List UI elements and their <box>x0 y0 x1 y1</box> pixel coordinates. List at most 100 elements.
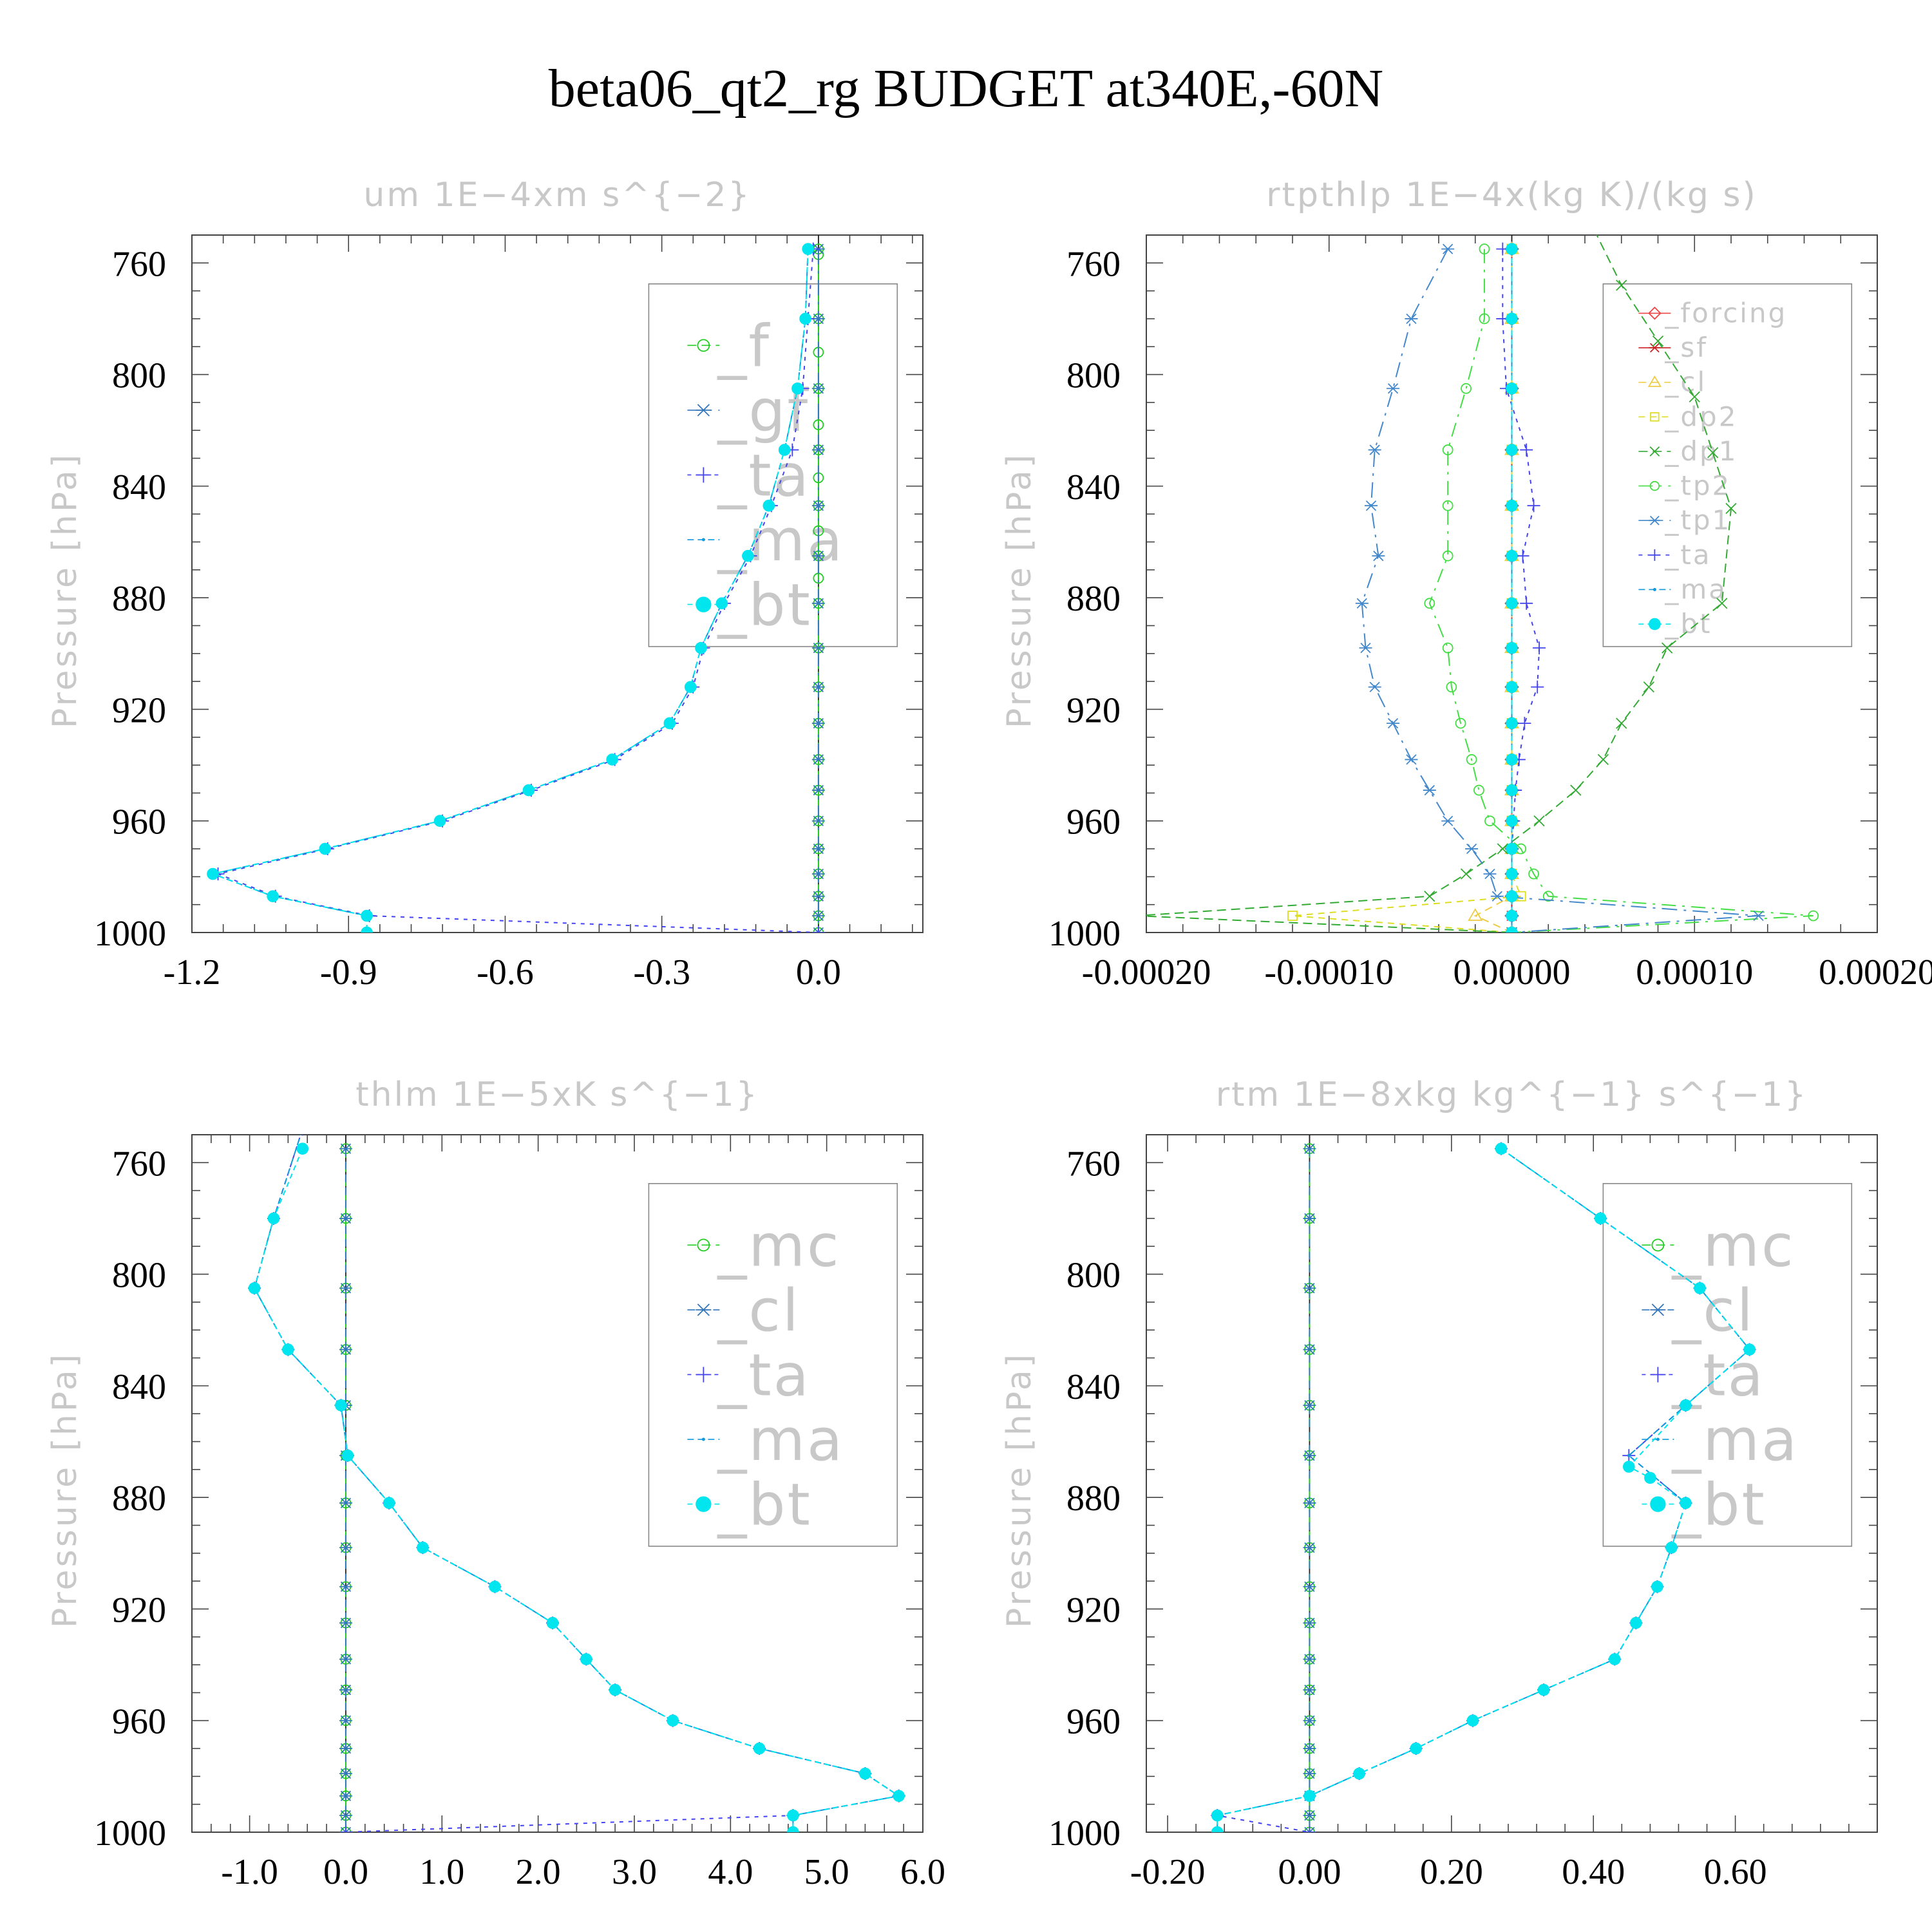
legend-label: _bt <box>717 1472 811 1539</box>
data-point <box>695 641 707 654</box>
data-point <box>1743 1343 1756 1356</box>
data-point <box>296 1142 309 1155</box>
y-tick-label: 880 <box>1066 1479 1121 1519</box>
data-point <box>1537 1683 1550 1696</box>
data-point <box>1132 911 1142 921</box>
y-tick-label: 840 <box>1066 1367 1121 1407</box>
x-tick-label: -1.2 <box>164 952 221 992</box>
data-point <box>1461 383 1472 394</box>
data-point <box>267 890 279 902</box>
data-point <box>1490 891 1504 902</box>
legend-label: _dp2 <box>1664 401 1738 432</box>
data-point <box>339 1143 352 1154</box>
data-point <box>811 754 825 765</box>
data-point <box>339 1743 352 1754</box>
data-point <box>1441 815 1455 826</box>
x-tick-label: -0.20 <box>1130 1852 1206 1892</box>
chart-panel-4: rtm 1E−8xkg kg^{−1} s^{−1} Pressure [hPa]… <box>1000 1075 1878 1892</box>
data-point <box>1506 890 1518 902</box>
y-axis-label: Pressure [hPa] <box>1000 1352 1039 1628</box>
data-point <box>1303 1213 1316 1224</box>
data-point <box>1387 383 1400 394</box>
data-point <box>1506 842 1518 855</box>
data-point <box>802 243 814 255</box>
series-cl <box>1468 241 1520 933</box>
legend-label: _ma <box>1664 573 1727 605</box>
data-point <box>1466 1714 1479 1727</box>
data-point <box>811 500 825 511</box>
data-point <box>1368 681 1381 692</box>
chart-panel-2: rtpthlp 1E−4x(kg K)/(kg s) Pressure [hPa]… <box>1000 176 1932 992</box>
y-tick-label: 840 <box>112 1367 166 1407</box>
data-point <box>1303 1283 1316 1294</box>
data-point <box>339 1542 352 1553</box>
legend-marker <box>1653 587 1656 591</box>
x-tick-label: 0.40 <box>1562 1852 1625 1892</box>
plot-area <box>1132 235 1819 933</box>
data-point <box>282 1343 294 1356</box>
data-point <box>811 784 825 796</box>
y-tick-label: 920 <box>1066 1590 1121 1630</box>
data-point <box>207 867 219 880</box>
series-bt <box>207 243 814 933</box>
data-point <box>1353 1767 1365 1780</box>
legend-label: _forcing <box>1664 297 1787 328</box>
y-tick-label: 760 <box>112 244 166 284</box>
data-point <box>1506 784 1518 797</box>
legend-marker <box>696 1496 712 1512</box>
legend-marker <box>1650 1367 1666 1383</box>
y-tick-label: 760 <box>1066 244 1121 284</box>
data-point <box>1405 313 1418 325</box>
data-point <box>1506 641 1518 654</box>
x-tick-label: 0.20 <box>1420 1852 1483 1892</box>
y-tick-label: 760 <box>1066 1144 1121 1184</box>
data-point <box>811 444 825 455</box>
series-bt <box>1506 243 1518 933</box>
legend-label: _cl <box>1671 1277 1755 1345</box>
series-ta <box>1496 242 1546 933</box>
data-point <box>1630 1616 1642 1629</box>
panels: um 1E−4xm s^{−2} Pressure [hPa] 760 800 840 8… <box>46 176 1932 1892</box>
data-point <box>248 1282 261 1294</box>
data-point <box>1442 550 1454 562</box>
data-point <box>893 1790 905 1802</box>
legend-marker <box>1649 446 1660 457</box>
data-point <box>1303 1143 1316 1154</box>
legend-label: _mc <box>1671 1212 1795 1280</box>
data-point <box>580 1653 592 1665</box>
y-tick-label: 800 <box>112 356 166 396</box>
y-axis-label: Pressure [hPa] <box>1000 452 1039 728</box>
panel-title: rtpthlp 1E−4x(kg K)/(kg s) <box>1266 176 1757 214</box>
data-point <box>1211 1809 1224 1822</box>
data-point <box>1365 500 1378 511</box>
series-line <box>1292 249 1522 933</box>
data-point <box>1506 867 1518 880</box>
data-point <box>811 598 825 609</box>
data-point <box>1533 641 1546 655</box>
data-point <box>417 1541 429 1554</box>
legend-marker <box>696 467 712 483</box>
data-point <box>1495 1142 1508 1155</box>
data-point <box>1483 868 1497 880</box>
y-tick-label: 920 <box>112 1590 166 1630</box>
data-point <box>609 1683 621 1696</box>
x-tick-label: 0.00010 <box>1636 952 1753 992</box>
chart-panel-3: thlm 1E−5xK s^{−1} Pressure [hPa] 760 800 84… <box>46 1075 945 1892</box>
x-tick-label: 6.0 <box>900 1852 945 1892</box>
legend-marker <box>1649 618 1661 630</box>
data-point <box>1460 868 1472 880</box>
data-point <box>339 1768 352 1779</box>
y-tick-label: 960 <box>112 1702 166 1742</box>
y-axis-label: Pressure [hPa] <box>46 452 84 728</box>
legend-marker <box>1650 1303 1666 1316</box>
legend-label: _ma <box>1671 1406 1799 1474</box>
legend-marker <box>1649 549 1661 561</box>
data-point <box>1689 391 1700 402</box>
data-point <box>1570 784 1582 796</box>
series-line <box>1428 249 1814 933</box>
data-point <box>339 1826 352 1832</box>
data-point <box>811 681 825 692</box>
data-point <box>1506 681 1518 694</box>
legend-marker <box>1649 343 1661 353</box>
